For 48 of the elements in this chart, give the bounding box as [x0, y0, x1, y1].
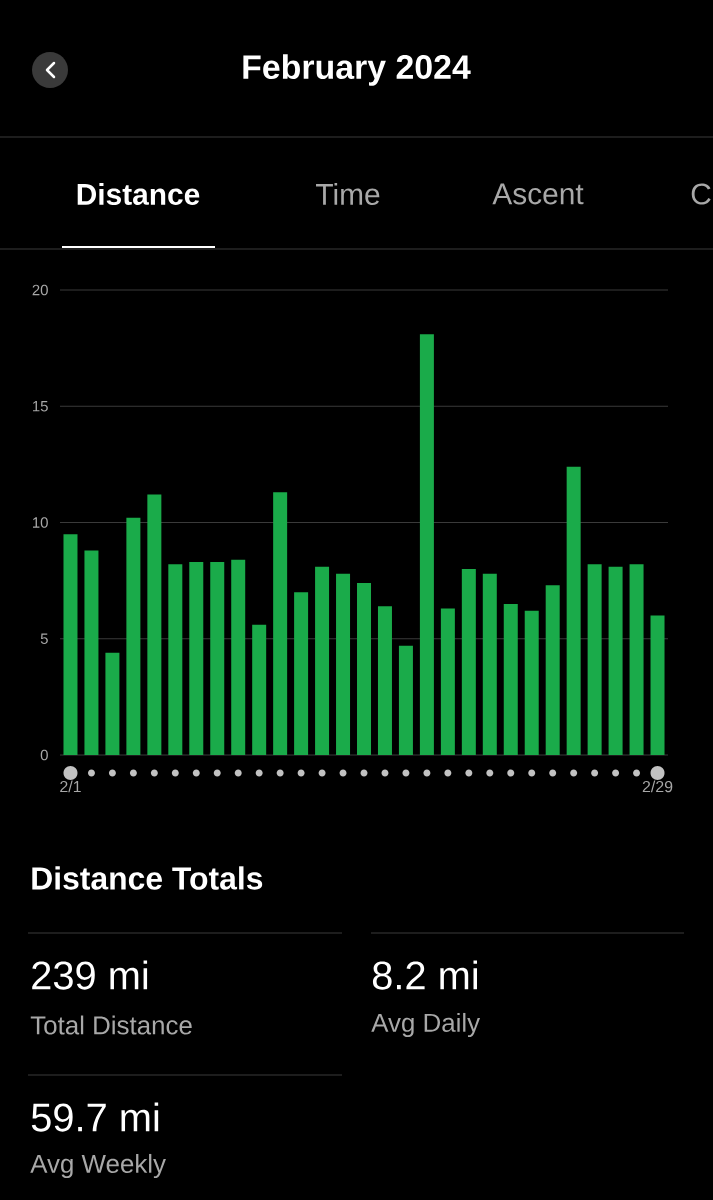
x-tick-label: 2/29: [642, 780, 673, 793]
chart-title: February 2024: [243, 54, 471, 86]
text: Avg Weekly: [30, 1153, 166, 1179]
bar: [189, 562, 204, 756]
bar: [210, 562, 225, 756]
y-tick-label: 20: [32, 284, 48, 296]
bar: [629, 564, 644, 756]
y-tick-label: 0: [40, 749, 48, 761]
text: 239 mi: [32, 960, 148, 990]
text: Total Distance: [30, 1015, 192, 1035]
bar: [252, 624, 267, 756]
bar: [294, 592, 309, 756]
bar: [503, 603, 518, 756]
y-tick-label: 15: [33, 401, 48, 412]
y-tick-label: 10: [33, 517, 48, 528]
bar: [147, 494, 162, 756]
x-tick-label: 2/1: [60, 780, 81, 793]
bar: [608, 566, 623, 756]
bar: [398, 645, 413, 756]
bar: [273, 492, 288, 756]
bar: [105, 652, 120, 756]
text: Distance Totals: [32, 866, 263, 890]
bar: [84, 550, 99, 756]
bar: [231, 559, 246, 756]
bar: [440, 608, 455, 756]
bar: [419, 334, 434, 756]
y-tick-label: 5: [40, 633, 48, 644]
bar: [336, 573, 351, 756]
bar: [650, 615, 665, 756]
bar: [461, 569, 476, 756]
bar: [377, 606, 392, 756]
bar: [482, 573, 497, 756]
bar: [168, 564, 183, 756]
bar: [63, 534, 78, 756]
bar: [524, 610, 539, 756]
bar: [545, 585, 560, 756]
bar: [566, 466, 581, 756]
text: Distance: [77, 183, 200, 205]
text: 59.7 mi: [31, 1102, 159, 1132]
text: Avg Daily: [371, 1012, 481, 1038]
bar: [587, 564, 602, 756]
text: Time: [316, 183, 380, 205]
text: 8.2 mi: [372, 960, 477, 990]
bar: [126, 517, 141, 756]
text: C: [691, 183, 711, 205]
bar: [315, 566, 330, 756]
bar: [357, 582, 371, 756]
text: Ascent: [492, 183, 584, 205]
